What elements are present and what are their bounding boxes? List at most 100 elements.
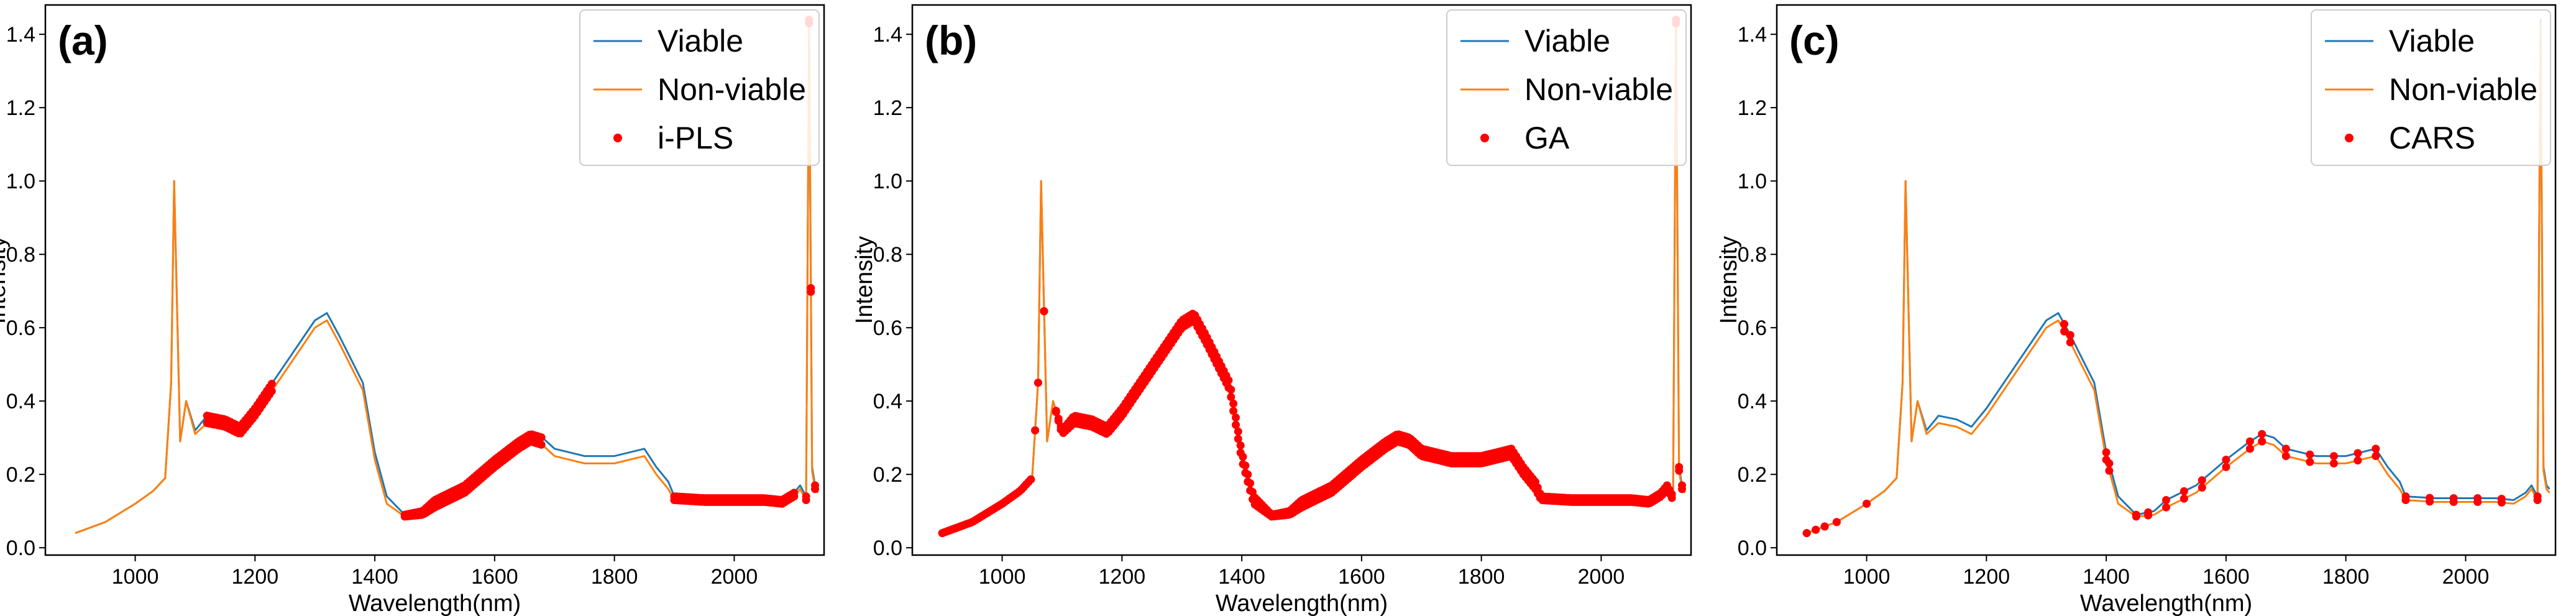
selected-wavelength-marker: [1239, 453, 1247, 461]
selected-wavelength-marker: [1863, 499, 1871, 508]
selected-wavelength-marker: [267, 387, 276, 395]
selected-wavelength-marker: [2105, 459, 2114, 467]
y-tick-label: 1.4: [1738, 23, 1767, 47]
y-tick-label: 1.0: [1738, 170, 1767, 193]
legend-selected-swatch: [1480, 134, 1489, 142]
y-tick-label: 0.2: [6, 463, 35, 487]
x-tick-label: 1200: [1963, 565, 2010, 589]
selected-wavelength-marker: [807, 287, 815, 296]
selected-wavelength-marker: [2066, 331, 2074, 339]
selected-wavelength-marker: [2426, 497, 2434, 506]
legend-viable-label: Viable: [1524, 24, 1610, 58]
y-tick-label: 0.4: [873, 390, 902, 413]
legend-nonviable-label: Non-viable: [1524, 72, 1673, 107]
selected-wavelength-marker: [267, 379, 276, 388]
x-axis-label: Wavelength(nm): [2080, 591, 2252, 616]
y-tick-label: 0.8: [873, 243, 902, 267]
selected-wavelength-marker: [1232, 421, 1240, 429]
y-tick-label: 1.2: [873, 96, 902, 120]
selected-wavelength-marker: [1227, 393, 1235, 402]
selected-wavelength-marker: [2144, 511, 2153, 520]
x-tick-label: 1800: [1458, 565, 1505, 589]
y-tick-label: 1.2: [1738, 96, 1767, 120]
x-tick-label: 1000: [1843, 565, 1891, 589]
y-axis-label: Intensity: [851, 236, 878, 324]
legend-viable-label: Viable: [658, 24, 743, 58]
selected-wavelength-marker: [1052, 408, 1060, 416]
selected-wavelength-marker: [1244, 470, 1252, 479]
x-tick-label: 1600: [2202, 565, 2250, 589]
y-tick-label: 0.6: [1738, 316, 1767, 340]
plot-area: [938, 16, 1686, 538]
selected-wavelength-marker: [2329, 452, 2338, 461]
selected-wavelength-marker: [2258, 437, 2267, 446]
legend: Viable Non-viable i-PLS: [579, 9, 820, 166]
selected-wavelength-marker: [2180, 494, 2188, 503]
selected-wavelength-marker: [2329, 459, 2338, 467]
legend-box: [579, 9, 820, 166]
y-tick-label: 1.2: [6, 96, 35, 120]
x-tick-label: 1000: [112, 565, 159, 589]
selected-wavelength-marker: [1246, 479, 1255, 487]
selected-wavelength-marker: [1229, 399, 1238, 408]
selected-wavelength-marker: [537, 433, 546, 442]
y-tick-label: 0.8: [6, 243, 35, 267]
selected-wavelength-marker: [1667, 494, 1676, 502]
y-tick-label: 0.0: [6, 536, 35, 560]
selected-wavelength-marker: [2105, 466, 2114, 475]
legend: Viable Non-viable CARS: [2311, 9, 2551, 166]
legend-selected-label: GA: [1524, 121, 1570, 155]
selected-wavelength-marker: [790, 492, 799, 501]
selected-wavelength-marker: [1812, 525, 1820, 534]
selected-wavelength-marker: [2258, 430, 2267, 438]
plot-frame: [44, 4, 825, 556]
selected-wavelength-marker: [1241, 461, 1250, 470]
selected-wavelength-marker: [2180, 487, 2188, 495]
x-tick-label: 2000: [1578, 565, 1625, 589]
selected-wavelength-marker: [2372, 444, 2380, 453]
selected-wavelength-marker: [1031, 426, 1040, 434]
selected-wavelength-marker: [1232, 413, 1240, 422]
legend-selected-label: i-PLS: [658, 121, 733, 155]
x-tick-label: 1400: [1218, 565, 1265, 589]
y-tick-label: 1.4: [873, 23, 902, 47]
y-tick-label: 0.4: [1738, 390, 1767, 413]
selected-wavelength-marker: [2060, 327, 2069, 336]
x-axis-label: Wavelength(nm): [349, 591, 521, 616]
legend-viable-label: Viable: [2389, 24, 2475, 58]
selected-wavelength-marker: [1832, 518, 1841, 526]
plot-frame: [1776, 4, 2557, 556]
selected-wavelength-marker: [2102, 448, 2111, 457]
selected-wavelength-marker: [1034, 379, 1042, 387]
selected-wavelength-marker: [2473, 498, 2482, 506]
y-tick-label: 0.2: [1738, 463, 1767, 487]
panel-label: (a): [58, 17, 108, 63]
selected-wavelength-marker: [1040, 307, 1048, 316]
legend-nonviable-label: Non-viable: [658, 72, 806, 107]
selected-wavelength-marker: [2222, 456, 2230, 464]
chart-panel-3: 1000 1200 1400 1600 1800 2000 0.0 0.2 0.4 0.6 0.8 1…: [1716, 4, 2557, 616]
selected-wavelength-marker: [2060, 319, 2069, 328]
x-tick-label: 2000: [711, 565, 758, 589]
y-tick-label: 1.0: [873, 170, 902, 193]
y-axis-label: Intensity: [0, 236, 11, 324]
selected-wavelength-marker: [1678, 485, 1686, 494]
legend-selected-label: CARS: [2389, 121, 2475, 155]
selected-wavelength-marker: [1073, 420, 1081, 428]
y-tick-label: 0.0: [1738, 536, 1767, 560]
selected-wavelength-marker: [802, 496, 810, 504]
selected-wavelength-marker: [2281, 452, 2290, 461]
panel-label: (b): [925, 17, 977, 63]
x-tick-label: 1400: [2083, 565, 2130, 589]
selected-wavelength-marker: [1027, 475, 1035, 484]
selected-wavelength-marker: [2281, 444, 2290, 453]
selected-wavelength-marker: [2497, 498, 2506, 507]
selected-wavelength-marker: [2162, 496, 2170, 504]
panel-label: (c): [1789, 17, 1840, 63]
x-tick-label: 1400: [351, 565, 398, 589]
selected-wavelength-marker: [2354, 449, 2362, 457]
legend-box: [2311, 9, 2551, 166]
selected-wavelength-marker: [1229, 407, 1238, 415]
selected-wavelength-marker: [537, 440, 546, 449]
